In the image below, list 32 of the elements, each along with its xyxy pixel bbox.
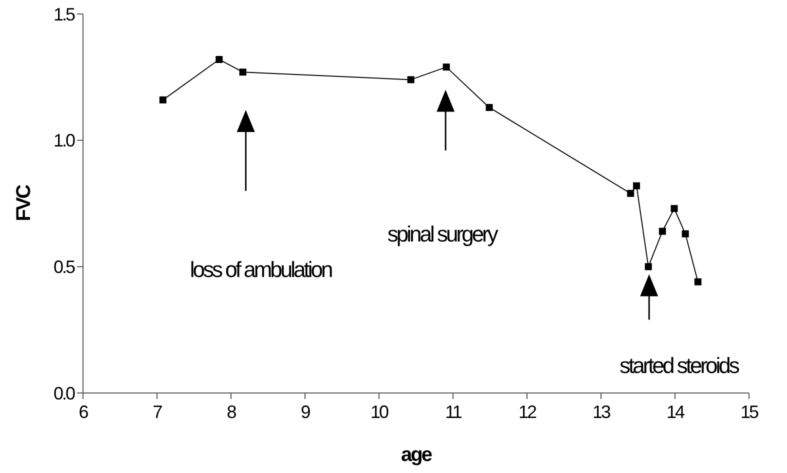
x-tick-label: 7 (152, 402, 163, 422)
x-tick-label: 14 (666, 402, 685, 422)
x-tick-label: 13 (592, 402, 611, 422)
point (239, 68, 246, 76)
point (694, 278, 702, 286)
y-tick-label: 0.5 (53, 256, 76, 277)
y-tick-label: 1.5 (53, 4, 76, 24)
x-axis-title: age (401, 444, 432, 466)
point (658, 228, 666, 235)
x-tick-label: 12 (518, 402, 537, 422)
x-tick-label: 9 (300, 402, 311, 422)
point (682, 230, 689, 238)
y-axis-title: FVC (13, 184, 35, 222)
y-tick-label: 0.0 (53, 383, 76, 404)
annotation: spinal surgery (387, 222, 498, 247)
x-tick-label: 11 (445, 402, 462, 422)
x-tick-label: 6 (78, 402, 89, 422)
point (644, 263, 652, 270)
y-tick-label: 1.0 (53, 130, 76, 151)
annotation: started steroids (619, 352, 740, 378)
x-tick-label: 8 (226, 402, 237, 422)
point (486, 104, 493, 111)
point (627, 190, 634, 197)
point (670, 205, 678, 212)
point (442, 64, 450, 71)
x-tick-label: 10 (370, 402, 389, 422)
point (407, 76, 414, 84)
point (159, 96, 166, 104)
point (633, 182, 640, 190)
x-tick-label: 15 (740, 402, 759, 422)
annotation: loss of ambulation (190, 256, 332, 282)
point (216, 56, 223, 63)
